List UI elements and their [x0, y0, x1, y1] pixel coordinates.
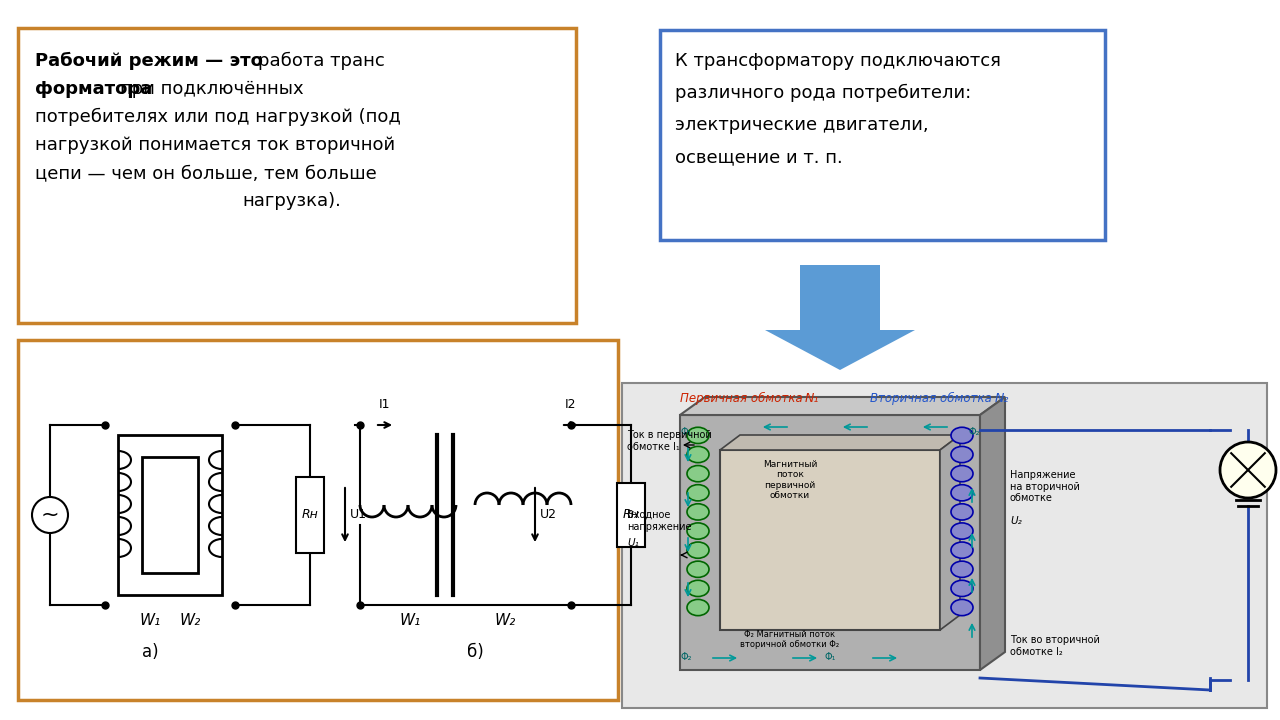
Polygon shape	[680, 397, 1005, 415]
FancyBboxPatch shape	[680, 415, 980, 670]
Text: Напряжение
на вторичной
обмотке: Напряжение на вторичной обмотке	[1010, 470, 1080, 503]
Text: W₂: W₂	[179, 613, 201, 628]
FancyBboxPatch shape	[660, 30, 1105, 240]
Ellipse shape	[951, 580, 973, 597]
Text: I2: I2	[566, 398, 577, 411]
Text: нагрузкой понимается ток вторичной: нагрузкой понимается ток вторичной	[35, 136, 396, 154]
Ellipse shape	[951, 542, 973, 558]
FancyBboxPatch shape	[118, 435, 221, 595]
Polygon shape	[940, 435, 960, 630]
Ellipse shape	[687, 599, 709, 616]
Ellipse shape	[951, 485, 973, 501]
Polygon shape	[719, 435, 960, 450]
Circle shape	[1220, 442, 1276, 498]
Circle shape	[32, 497, 68, 533]
Ellipse shape	[687, 427, 709, 444]
Text: W₁: W₁	[399, 613, 421, 628]
Text: N₂: N₂	[995, 392, 1010, 405]
Ellipse shape	[687, 504, 709, 520]
Ellipse shape	[687, 580, 709, 597]
Text: Магнитный
поток
первичной
обмотки: Магнитный поток первичной обмотки	[763, 460, 817, 500]
Ellipse shape	[687, 485, 709, 501]
Ellipse shape	[951, 599, 973, 616]
Text: К трансформатору подключаются: К трансформатору подключаются	[675, 52, 1001, 70]
FancyBboxPatch shape	[296, 477, 324, 553]
Text: Ток в первичной
обмотке I₁: Ток в первичной обмотке I₁	[627, 430, 712, 451]
Text: ~: ~	[41, 505, 59, 525]
Text: U₂: U₂	[1010, 516, 1021, 526]
Ellipse shape	[951, 523, 973, 539]
Text: Rн: Rн	[302, 508, 319, 521]
Text: U2: U2	[540, 508, 557, 521]
FancyBboxPatch shape	[622, 383, 1267, 708]
Text: цепи — чем он больше, тем больше: цепи — чем он больше, тем больше	[35, 164, 376, 182]
Text: W₁: W₁	[140, 613, 160, 628]
Ellipse shape	[687, 542, 709, 558]
Ellipse shape	[951, 561, 973, 577]
Text: Рабочий режим — это: Рабочий режим — это	[35, 52, 269, 70]
Text: потребителях или под нагрузкой (под: потребителях или под нагрузкой (под	[35, 108, 401, 126]
Text: Вторичная обмотка: Вторичная обмотка	[870, 392, 996, 405]
Text: форматора: форматора	[35, 80, 159, 98]
Text: Первичная обмотка: Первичная обмотка	[680, 392, 806, 405]
FancyBboxPatch shape	[617, 483, 645, 547]
Text: Ток во вторичной
обмотке I₂: Ток во вторичной обмотке I₂	[1010, 635, 1100, 657]
Text: Φ₂: Φ₂	[968, 427, 979, 437]
Text: а): а)	[142, 643, 159, 661]
Text: Φ₁: Φ₁	[824, 652, 836, 662]
Text: Φ₂: Φ₂	[680, 652, 691, 662]
Text: работа транс: работа транс	[259, 52, 385, 71]
Text: I1: I1	[379, 398, 390, 411]
Text: Rн: Rн	[622, 508, 640, 521]
Text: Φ₁: Φ₁	[680, 427, 691, 437]
Ellipse shape	[951, 427, 973, 444]
Text: Входное
напряжение: Входное напряжение	[627, 510, 691, 531]
Ellipse shape	[687, 561, 709, 577]
FancyBboxPatch shape	[18, 28, 576, 323]
FancyBboxPatch shape	[142, 457, 198, 573]
Text: б): б)	[467, 643, 484, 661]
Text: при подключённых: при подключённых	[120, 80, 303, 98]
Ellipse shape	[687, 523, 709, 539]
Ellipse shape	[687, 446, 709, 463]
Ellipse shape	[951, 504, 973, 520]
Text: N₁: N₁	[805, 392, 819, 405]
Polygon shape	[765, 265, 915, 370]
Polygon shape	[980, 397, 1005, 670]
Ellipse shape	[687, 466, 709, 482]
Text: Φ₂ Магнитный поток
вторичной обмотки Φ₂: Φ₂ Магнитный поток вторичной обмотки Φ₂	[740, 630, 840, 649]
Text: освещение и т. п.: освещение и т. п.	[675, 148, 842, 166]
Text: U1: U1	[349, 508, 367, 521]
Text: W₂: W₂	[494, 613, 516, 628]
Text: электрические двигатели,: электрические двигатели,	[675, 116, 928, 134]
FancyBboxPatch shape	[18, 340, 618, 700]
Text: U₁: U₁	[627, 538, 639, 548]
Ellipse shape	[951, 446, 973, 463]
Text: нагрузка).: нагрузка).	[243, 192, 342, 210]
Ellipse shape	[951, 466, 973, 482]
FancyBboxPatch shape	[719, 450, 940, 630]
Text: различного рода потребители:: различного рода потребители:	[675, 84, 972, 102]
